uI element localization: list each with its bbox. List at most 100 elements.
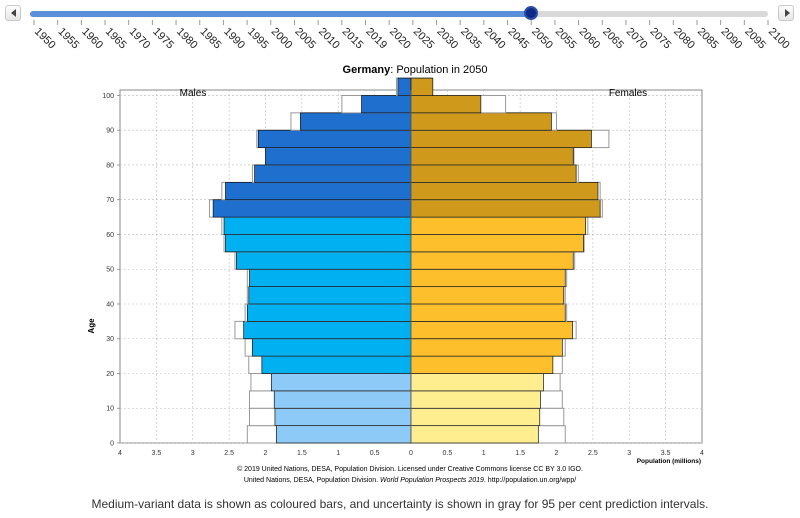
x-tick-label: 2 <box>555 450 559 457</box>
year-tick-label[interactable]: 2100 <box>766 26 792 52</box>
previous-year-button[interactable] <box>5 5 21 21</box>
chart-title-rest: : Population in 2050 <box>390 64 487 76</box>
year-tick-label[interactable]: 1960 <box>79 26 105 52</box>
year-tick-label[interactable]: 1950 <box>32 26 58 52</box>
bar-male[interactable] <box>273 390 412 409</box>
bar-female[interactable] <box>410 407 541 426</box>
females-label: Females <box>609 88 647 99</box>
population-pyramid-chart: Germany: Population in 2050 4 3.5 3 2.5 2 1.5… <box>87 64 704 484</box>
x-axis-label: Population (millions) <box>637 458 701 465</box>
year-tick-label[interactable]: 1995 <box>245 26 271 52</box>
y-tick-label: 10 <box>106 406 114 413</box>
bar-male[interactable] <box>225 182 412 201</box>
bar-male[interactable] <box>252 338 412 357</box>
bar-female[interactable] <box>410 303 566 322</box>
bar-female[interactable] <box>410 251 574 270</box>
y-tick-label: 70 <box>106 197 114 204</box>
year-tick-label[interactable]: 2095 <box>742 26 768 52</box>
bar-male[interactable] <box>243 321 412 340</box>
bar-female[interactable] <box>410 268 566 287</box>
bar-female[interactable] <box>410 373 544 392</box>
year-tick-label[interactable]: 2060 <box>576 26 602 52</box>
bar-male[interactable] <box>236 251 412 270</box>
y-tick-label: 60 <box>106 232 114 239</box>
bar-female[interactable] <box>410 77 434 96</box>
bar-male[interactable] <box>361 95 412 114</box>
bar-female[interactable] <box>410 95 482 114</box>
bar-female[interactable] <box>410 164 577 183</box>
bar-male[interactable] <box>274 407 412 426</box>
y-tick-label: 100 <box>102 93 114 100</box>
bar-female[interactable] <box>410 112 552 131</box>
year-tick-label[interactable]: 1970 <box>127 26 153 52</box>
year-tick-label[interactable]: 2020 <box>387 26 413 52</box>
bar-male[interactable] <box>249 268 412 287</box>
x-tick-label: 1 <box>336 450 340 457</box>
bar-male[interactable] <box>248 286 412 305</box>
year-tick-label[interactable]: 2025 <box>411 26 437 52</box>
year-tick-label[interactable]: 2005 <box>292 26 318 52</box>
bar-female[interactable] <box>410 355 554 374</box>
bar-male[interactable] <box>265 147 412 166</box>
x-tick-label: 0 <box>409 450 413 457</box>
year-tick-label[interactable]: 1980 <box>174 26 200 52</box>
year-tick-label[interactable]: 2075 <box>647 26 673 52</box>
bar-male[interactable] <box>261 355 412 374</box>
x-tick-label: 1.5 <box>515 450 525 457</box>
year-tick-label[interactable]: 2085 <box>695 26 721 52</box>
x-tick-label: 1.5 <box>297 450 307 457</box>
year-tick-labels: 1950195519601965197019751980198519901995… <box>32 20 792 52</box>
year-tick-label[interactable]: 1985 <box>198 26 224 52</box>
year-slider-handle[interactable] <box>524 6 539 20</box>
bar-male[interactable] <box>276 425 412 444</box>
bar-male[interactable] <box>300 112 412 131</box>
year-tick-label[interactable]: 1990 <box>221 26 247 52</box>
year-tick-label[interactable]: 1975 <box>150 26 176 52</box>
next-year-button[interactable] <box>778 5 794 21</box>
year-tick-label[interactable]: 2040 <box>482 26 508 52</box>
year-tick-label[interactable]: 2090 <box>719 26 745 52</box>
bar-female[interactable] <box>410 234 584 253</box>
bar-female[interactable] <box>410 129 592 148</box>
bar-female[interactable] <box>410 286 565 305</box>
bar-female[interactable] <box>410 147 574 166</box>
bar-male[interactable] <box>397 77 412 96</box>
bar-male[interactable] <box>212 199 412 218</box>
year-tick-label[interactable]: 2050 <box>529 26 555 52</box>
year-tick-label[interactable]: 2035 <box>458 26 484 52</box>
year-tick-label[interactable]: 2080 <box>671 26 697 52</box>
chevron-right-icon <box>785 9 790 17</box>
y-tick-label: 80 <box>106 162 114 169</box>
bar-female[interactable] <box>410 390 541 409</box>
year-tick-label[interactable]: 2019 <box>363 26 389 52</box>
bar-female[interactable] <box>410 425 539 444</box>
bar-female[interactable] <box>410 216 586 235</box>
bar-female[interactable] <box>410 338 563 357</box>
bar-female[interactable] <box>410 199 601 218</box>
year-tick-label[interactable]: 2065 <box>600 26 626 52</box>
bar-male[interactable] <box>254 164 412 183</box>
bar-male[interactable] <box>225 234 412 253</box>
source-line: United Nations, DESA, Population Divisio… <box>244 477 576 484</box>
chevron-left-icon <box>11 9 16 17</box>
bar-male[interactable] <box>270 373 412 392</box>
year-tick-label[interactable]: 2055 <box>553 26 579 52</box>
year-slider-track[interactable] <box>30 11 768 17</box>
year-tick-label[interactable]: 1955 <box>56 26 82 52</box>
bar-female[interactable] <box>410 321 573 340</box>
bar-male[interactable] <box>223 216 412 235</box>
year-tick-label[interactable]: 2000 <box>269 26 295 52</box>
y-tick-label: 50 <box>106 267 114 274</box>
x-tick-label: 0.5 <box>443 450 453 457</box>
year-tick-label[interactable]: 2070 <box>624 26 650 52</box>
year-tick-label[interactable]: 2015 <box>340 26 366 52</box>
year-tick-label[interactable]: 2010 <box>316 26 342 52</box>
bar-male[interactable] <box>246 303 412 322</box>
bar-female[interactable] <box>410 182 599 201</box>
year-tick-label[interactable]: 1965 <box>103 26 129 52</box>
year-tick-label[interactable]: 2030 <box>434 26 460 52</box>
y-tick-label: 90 <box>106 128 114 135</box>
bar-male[interactable] <box>257 129 412 148</box>
y-tick-label: 0 <box>110 441 114 448</box>
year-tick-label[interactable]: 2045 <box>505 26 531 52</box>
